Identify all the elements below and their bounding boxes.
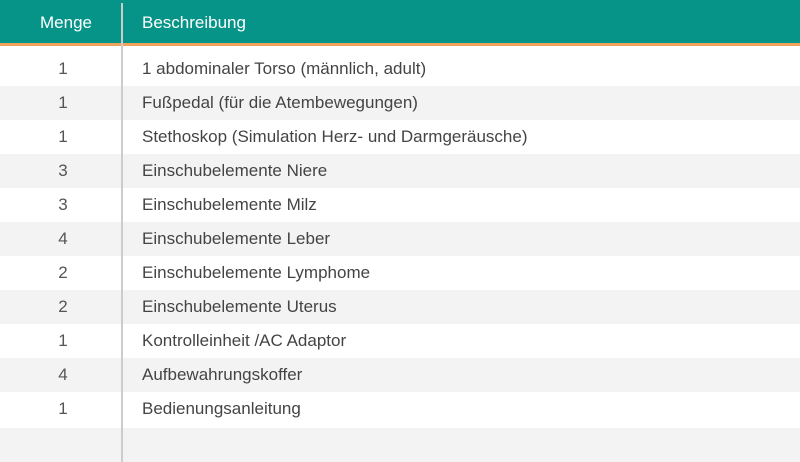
row-quantity: 3 [58,195,68,214]
table-row: 4 Aufbewahrungskoffer [0,358,800,392]
table-row: 1 Kontrolleinheit /AC Adaptor [0,324,800,358]
table-row: 1 Stethoskop (Simulation Herz- und Darmg… [0,120,800,154]
row-quantity: 4 [58,365,68,384]
row-quantity: 1 [58,331,68,350]
row-description: Einschubelemente Leber [142,229,331,248]
table-row: 4 Einschubelemente Leber [0,222,800,256]
table-row: 2 Einschubelemente Uterus [0,290,800,324]
table-row: 2 Einschubelemente Lymphome [0,256,800,290]
row-description: Kontrolleinheit /AC Adaptor [142,331,347,350]
row-description: Einschubelemente Lymphome [142,263,371,282]
row-quantity: 1 [58,399,68,418]
row-quantity: 1 [58,127,68,146]
row-description: 1 abdominaler Torso (männlich, adult) [142,59,427,78]
row-quantity: 1 [58,59,68,78]
table-row: 1 Fußpedal (für die Atembewegungen) [0,86,800,120]
header-description: Beschreibung [142,13,246,32]
row-quantity: 2 [58,263,68,282]
table-row: 3 Einschubelemente Niere [0,154,800,188]
row-description: Stethoskop (Simulation Herz- und Darmger… [142,127,528,146]
row-description: Bedienungsanleitung [142,399,301,418]
header-quantity: Menge [40,13,92,32]
row-quantity: 3 [58,161,68,180]
table-row: 1 Bedienungsanleitung [0,392,800,426]
row-description: Einschubelemente Milz [142,195,317,214]
row-description: Aufbewahrungskoffer [142,365,303,384]
table-row: 3 Einschubelemente Milz [0,188,800,222]
row-quantity: 4 [58,229,68,248]
row-description: Einschubelemente Uterus [142,297,337,316]
table-body: 1 1 abdominaler Torso (männlich, adult) … [0,52,800,426]
table-row: 1 1 abdominaler Torso (männlich, adult) [0,52,800,86]
column-divider [121,3,123,462]
row-description: Einschubelemente Niere [142,161,328,180]
table-header: Menge Beschreibung [0,0,800,46]
empty-row [0,428,800,462]
row-quantity: 1 [58,93,68,112]
row-quantity: 2 [58,297,68,316]
row-description: Fußpedal (für die Atembewegungen) [142,93,418,112]
